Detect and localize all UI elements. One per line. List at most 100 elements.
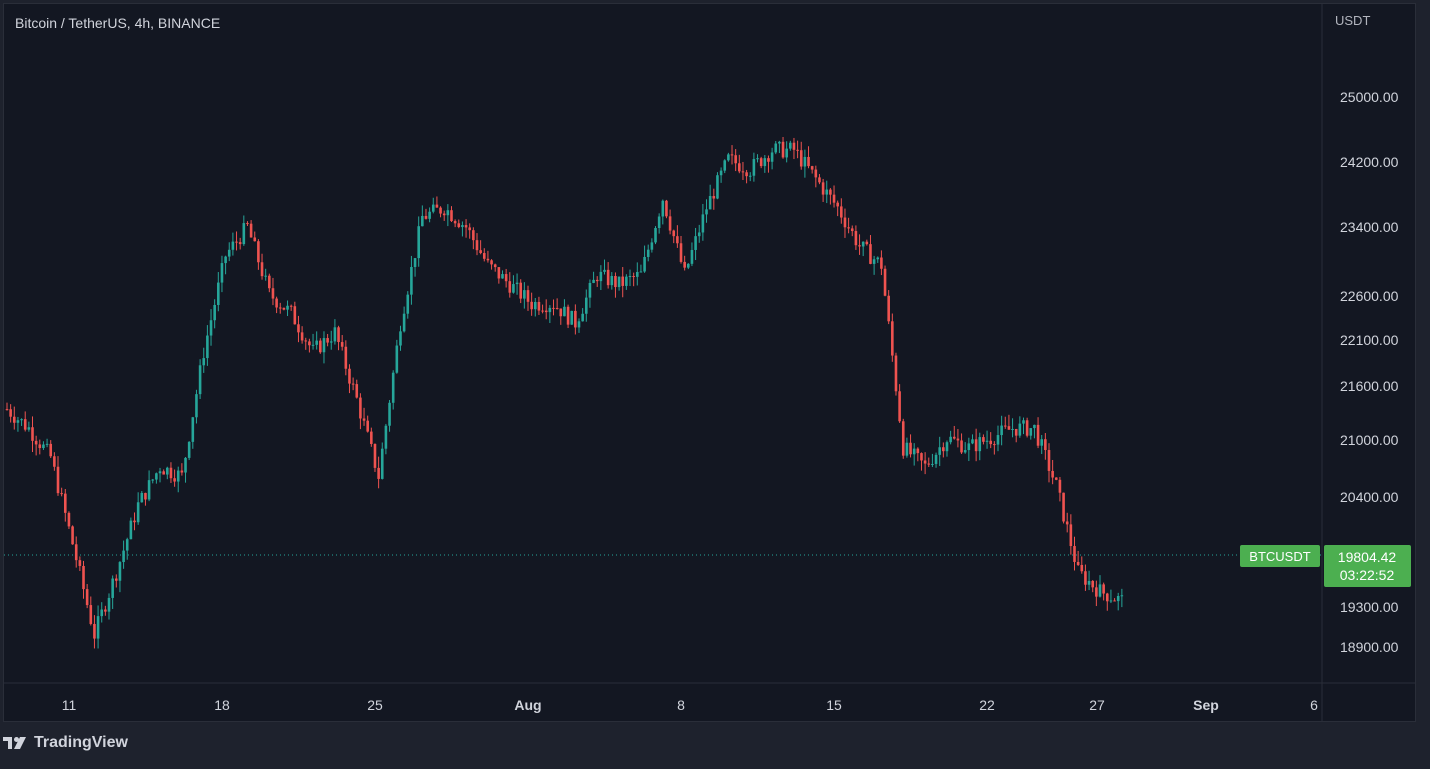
candle-body <box>996 435 1000 445</box>
candle-body <box>963 450 967 453</box>
candle-body <box>614 276 617 288</box>
candle-body <box>584 297 588 314</box>
candle-body <box>865 241 869 245</box>
candle-body <box>125 539 129 551</box>
candle-body <box>362 418 366 421</box>
candle-body <box>213 304 216 321</box>
candle-body <box>774 143 778 153</box>
price-axis[interactable]: 25000.00 24200.00 23400.00 22600.00 2210… <box>1340 89 1399 655</box>
candle-body <box>5 409 9 411</box>
candle-body <box>260 262 264 277</box>
candle-body <box>333 327 337 342</box>
candle-body <box>515 282 519 285</box>
candle-body <box>759 158 763 167</box>
candlestick-chart[interactable]: 25000.00 24200.00 23400.00 22600.00 2210… <box>4 4 1415 721</box>
candle-body <box>887 295 890 322</box>
candle-body <box>359 397 362 419</box>
candle-body <box>916 448 920 454</box>
candle-body <box>1120 595 1124 597</box>
candle-body <box>635 272 639 277</box>
symbol-badge[interactable]: BTCUSDT <box>1240 545 1320 567</box>
candle-body <box>876 257 880 260</box>
y-tick-label: 20400.00 <box>1340 489 1399 505</box>
candle-body <box>504 274 508 282</box>
x-tick-label: 18 <box>214 697 230 713</box>
last-price-label[interactable]: 19804.42 03:22:52 <box>1324 545 1411 587</box>
candle-body <box>730 154 734 156</box>
candle-body <box>723 160 727 171</box>
candle-body <box>1084 571 1087 585</box>
candle-body <box>410 266 413 295</box>
candle-body <box>133 520 136 523</box>
candle-body <box>533 301 537 310</box>
candle-body <box>373 443 377 468</box>
candle-body <box>840 206 843 218</box>
candle-body <box>974 439 978 452</box>
candle-body <box>1113 600 1116 602</box>
candle-body <box>821 182 825 195</box>
candle-body <box>1109 600 1113 602</box>
symbol-badge-label: BTCUSDT <box>1249 549 1310 564</box>
tradingview-attribution[interactable]: TradingView <box>3 734 128 752</box>
candle-body <box>217 282 220 305</box>
candle-body <box>176 470 180 482</box>
candle-body <box>34 440 38 445</box>
candle-body <box>694 236 697 250</box>
candle-body <box>166 467 169 475</box>
chart-pane[interactable]: 25000.00 24200.00 23400.00 22600.00 2210… <box>3 3 1416 722</box>
candle-body <box>85 589 89 606</box>
candle-body <box>646 249 650 257</box>
candle-body <box>657 216 661 229</box>
candle-body <box>472 230 475 241</box>
candle-body <box>661 200 665 217</box>
candle-body <box>708 196 712 210</box>
candle-body <box>337 327 340 343</box>
y-tick-label: 18900.00 <box>1340 639 1399 655</box>
x-tick-label: 25 <box>367 697 383 713</box>
chart-legend-title: Bitcoin / TetherUS, 4h, BINANCE <box>15 15 221 31</box>
candle-body <box>384 425 388 449</box>
candle-body <box>169 467 173 479</box>
x-tick-label: 27 <box>1089 697 1105 713</box>
candle-body <box>894 355 898 392</box>
candle-body <box>756 158 759 160</box>
candle-body <box>949 436 952 443</box>
candle-body <box>206 335 209 359</box>
y-tick-label: 22600.00 <box>1340 288 1399 304</box>
candle-body <box>286 305 289 310</box>
candle-body <box>45 443 49 445</box>
y-tick-label: 22100.00 <box>1340 332 1399 348</box>
candle-body <box>1102 584 1105 594</box>
candle-body <box>1029 428 1033 436</box>
y-tick-label: 25000.00 <box>1340 89 1399 105</box>
candle-body <box>446 210 450 216</box>
candle-body <box>799 150 803 167</box>
candle-body <box>490 260 493 265</box>
candle-body <box>632 276 635 278</box>
candle-body <box>625 276 628 286</box>
candle-body <box>748 175 752 177</box>
candle-body <box>297 324 300 333</box>
candle-body <box>93 623 96 639</box>
candle-body <box>329 341 333 343</box>
candle-body <box>923 460 927 464</box>
candle-body <box>158 471 162 474</box>
candle-body <box>311 344 315 346</box>
candle-body <box>741 171 745 173</box>
candle-body <box>202 358 206 366</box>
candle-body <box>945 442 949 452</box>
candle-body <box>541 310 544 312</box>
price-axis-currency[interactable]: USDT <box>1335 13 1371 28</box>
candle-body <box>122 550 125 563</box>
candle-body <box>461 225 464 228</box>
candle-body <box>971 439 974 444</box>
candle-body <box>395 345 399 373</box>
candle-body <box>785 148 788 158</box>
candle-body <box>548 307 552 313</box>
candle-body <box>366 420 369 432</box>
candle-body <box>486 258 490 261</box>
time-axis[interactable]: 11 18 25 Aug 8 15 22 27 Sep 6 <box>62 697 1318 713</box>
candle-body <box>173 478 176 482</box>
candle-body <box>344 346 348 369</box>
y-tick-label: 21000.00 <box>1340 432 1399 448</box>
